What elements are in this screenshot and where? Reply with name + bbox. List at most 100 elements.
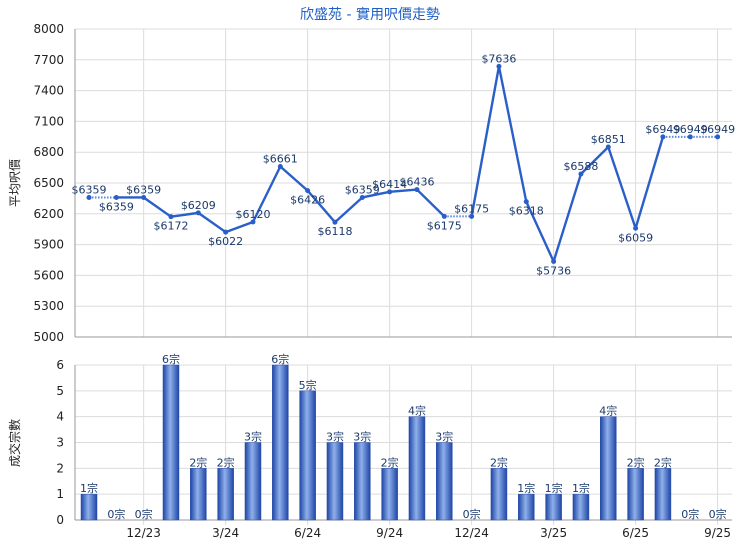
volume-data-label: 2宗: [627, 455, 645, 469]
y-tick-label: 7400: [33, 84, 64, 98]
price-point: [496, 63, 502, 69]
volume-data-label: 0宗: [709, 507, 727, 521]
y-tick-label: 0: [56, 513, 64, 527]
price-data-label: $6172: [153, 220, 188, 233]
y-tick-label: 1: [56, 487, 64, 501]
y-tick-label: 6: [56, 358, 64, 372]
volume-data-label: 3宗: [435, 430, 453, 444]
volume-bar: [354, 442, 371, 521]
volume-data-label: 0宗: [107, 507, 125, 521]
price-data-label: $6022: [208, 235, 243, 248]
volume-data-label: 3宗: [326, 430, 344, 444]
price-data-label: $6118: [317, 225, 352, 238]
y-tick-label: 2: [56, 461, 64, 475]
price-segment: [225, 220, 254, 234]
price-data-label: $6851: [591, 133, 626, 146]
price-point: [660, 134, 666, 140]
price-segment: [389, 188, 418, 194]
volume-data-label: 3宗: [353, 430, 371, 444]
price-point: [332, 219, 338, 225]
volume-data-label: 4宗: [599, 404, 617, 418]
volume-data-label: 5宗: [299, 378, 317, 392]
price-point: [578, 171, 584, 177]
price-data-label: $6359: [126, 183, 161, 196]
x-tick-label: 9/25: [704, 526, 731, 540]
volume-bar: [326, 442, 344, 521]
volume-data-label: 2宗: [189, 455, 207, 469]
x-tick-label: 3/24: [212, 526, 239, 540]
price-point: [633, 225, 639, 231]
volume-data-label: 2宗: [381, 455, 399, 469]
y-tick-label: 8000: [33, 22, 64, 36]
price-data-label: $6175: [427, 219, 462, 232]
volume-data-label: 2宗: [217, 455, 235, 469]
x-tick-label: 9/24: [376, 526, 403, 540]
price-point: [168, 214, 174, 220]
price-segment: [525, 201, 555, 262]
line-y-axis-label: 平均呎價: [8, 159, 22, 207]
volume-bar: [600, 416, 617, 521]
volume-data-label: 1宗: [517, 481, 535, 495]
price-segment: [470, 66, 501, 217]
y-tick-label: 5: [56, 384, 64, 398]
price-data-label: $7636: [481, 52, 516, 65]
price-data-label: $6588: [563, 160, 598, 173]
x-tick-label: 3/25: [540, 526, 567, 540]
y-tick-label: 7700: [33, 53, 64, 67]
volume-bar: [190, 468, 207, 521]
volume-bar: [572, 493, 590, 521]
price-point: [469, 213, 475, 219]
price-segment: [497, 66, 528, 202]
volume-bar-plot: 0 1 2 3 4 5 6 12/23 3/24 6/24 9/24 12/24 3/25 6/25 9/2…: [56, 352, 732, 540]
x-tick-label: 6/24: [294, 526, 321, 540]
x-tick-label: 6/25: [622, 526, 649, 540]
price-segment: [607, 146, 637, 229]
price-point: [195, 210, 201, 216]
price-segment: [580, 146, 610, 175]
volume-bar: [490, 468, 508, 521]
price-segment: [552, 173, 583, 262]
price-point: [223, 229, 229, 235]
price-point: [551, 258, 557, 264]
price-data-label: $5736: [536, 264, 571, 277]
volume-data-label: 6宗: [162, 352, 180, 366]
price-line-plot: 5000 5300 5600 5900 6200 6500 6800 7100 7400 7700…: [33, 22, 735, 344]
price-segment: [197, 211, 227, 234]
volume-data-label: 1宗: [545, 481, 563, 495]
y-tick-label: 4: [56, 410, 64, 424]
volume-bar: [272, 364, 289, 521]
price-data-label: $6120: [235, 208, 270, 221]
price-segment: [251, 165, 282, 223]
price-segment: [306, 189, 336, 224]
price-segment: [142, 196, 172, 218]
y-tick-label: 6800: [33, 145, 64, 159]
volume-data-label: 4宗: [408, 404, 426, 418]
x-tick-label: 12/23: [126, 526, 161, 540]
price-data-label: $6436: [399, 176, 434, 189]
volume-bar: [518, 493, 535, 521]
volume-bar: [627, 468, 644, 521]
y-tick-label: 6200: [33, 207, 64, 221]
volume-data-label: 2宗: [654, 455, 672, 469]
price-data-label: $6209: [181, 199, 216, 212]
price-point: [141, 194, 147, 200]
volume-bar: [80, 493, 98, 521]
price-data-label: $6175: [454, 202, 489, 215]
volume-data-label: 0宗: [681, 507, 699, 521]
volume-data-label: 3宗: [244, 430, 262, 444]
price-point: [387, 189, 393, 195]
y-tick-label: 5900: [33, 238, 64, 252]
volume-bar: [381, 468, 398, 521]
price-data-label: $6059: [618, 231, 653, 244]
volume-bar: [436, 442, 453, 521]
price-point: [605, 144, 611, 150]
volume-bar: [217, 468, 234, 521]
price-data-label: $6661: [263, 152, 298, 165]
price-data-label: $6414: [372, 178, 407, 191]
price-data-label: $6318: [509, 205, 544, 218]
price-data-label: $6359: [99, 200, 134, 213]
price-segment: [362, 190, 390, 199]
price-data-label: $6359: [72, 183, 107, 196]
volume-bar: [408, 416, 426, 521]
